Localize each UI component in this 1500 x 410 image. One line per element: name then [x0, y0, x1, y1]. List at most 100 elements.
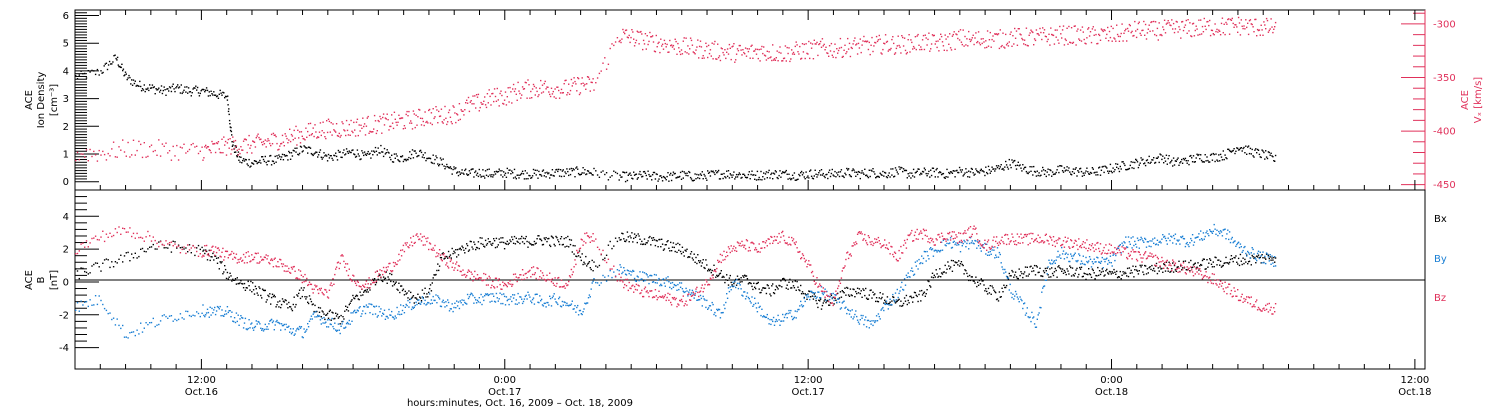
ion-density-point	[522, 173, 525, 175]
by-point	[661, 278, 664, 281]
vx-point	[307, 123, 310, 125]
by-point	[1053, 260, 1056, 262]
bx-point	[943, 271, 945, 273]
ion-density-point	[870, 169, 872, 171]
by-point	[936, 251, 938, 253]
vx-point	[226, 142, 229, 144]
ion-density-point	[395, 153, 397, 155]
bx-point	[605, 254, 608, 256]
by-point	[438, 296, 440, 299]
vx-point	[219, 151, 221, 154]
by-point	[172, 320, 174, 322]
bx-point	[706, 264, 708, 266]
by-point	[815, 297, 817, 300]
ion-density-point	[768, 169, 770, 172]
bx-point	[1050, 276, 1052, 278]
bx-point	[960, 261, 963, 263]
by-point	[893, 299, 895, 301]
ion-density-point	[720, 173, 722, 175]
bx-point	[152, 243, 154, 246]
vx-point	[80, 153, 82, 155]
ion-density-point	[254, 160, 257, 162]
bx-point	[781, 286, 783, 288]
ion-density-point	[417, 155, 419, 157]
by-point	[493, 295, 495, 297]
top-left-label-line3: [cm⁻³]	[49, 84, 60, 116]
by-point	[373, 305, 375, 308]
by-point	[776, 320, 778, 322]
by-point	[256, 323, 258, 325]
by-point	[237, 314, 239, 316]
by-point	[1030, 320, 1032, 323]
ion-density-point	[130, 83, 132, 85]
vx-point	[1058, 42, 1060, 44]
ion-density-point	[794, 179, 796, 181]
vx-point	[263, 143, 266, 145]
ion-density-point	[1148, 155, 1150, 158]
ion-density-point	[1114, 169, 1116, 171]
bx-point	[865, 287, 867, 290]
bx-point	[329, 309, 331, 311]
by-point	[558, 297, 560, 300]
vx-point	[1003, 46, 1005, 48]
vx-point	[232, 136, 234, 138]
bx-point	[609, 240, 611, 243]
bx-point	[1236, 261, 1238, 263]
vx-point	[1015, 30, 1018, 32]
by-point	[396, 306, 398, 309]
by-point	[572, 308, 574, 310]
bx-point	[620, 238, 622, 241]
bx-point	[366, 289, 368, 291]
bx-point	[473, 241, 475, 243]
ion-density-point	[1226, 157, 1228, 160]
vx-point	[168, 150, 171, 152]
ion-density-point	[526, 172, 528, 174]
by-point	[884, 303, 886, 305]
vx-point	[598, 72, 601, 75]
vx-point	[695, 49, 697, 51]
vx-point	[96, 160, 99, 162]
by-point	[886, 303, 889, 305]
by-point	[569, 304, 572, 306]
by-point	[1012, 293, 1014, 295]
vx-point	[620, 41, 622, 44]
ion-density-point	[1116, 166, 1118, 168]
vx-point	[1273, 28, 1275, 30]
bx-point	[493, 238, 495, 240]
bx-point	[548, 237, 550, 240]
by-point	[930, 247, 932, 249]
vx-point	[577, 77, 579, 79]
bx-point	[809, 290, 811, 293]
bx-point	[735, 278, 737, 281]
vx-point	[76, 151, 79, 154]
ion-density-point	[375, 150, 378, 152]
by-point	[1098, 261, 1101, 263]
bx-point	[428, 288, 431, 290]
ion-density-point	[438, 163, 441, 166]
bx-point	[242, 287, 245, 289]
bx-point	[481, 237, 483, 239]
vx-point	[772, 44, 774, 46]
vx-point	[426, 120, 428, 123]
ion-density-point	[164, 89, 166, 91]
by-point	[623, 267, 625, 269]
vx-point	[932, 35, 935, 37]
by-point	[1093, 258, 1095, 260]
vx-point	[925, 37, 927, 39]
by-point	[527, 291, 529, 293]
bx-point	[1023, 273, 1025, 275]
ion-density-point	[1168, 155, 1170, 157]
by-point	[480, 293, 482, 296]
by-point	[761, 308, 763, 310]
ion-density-point	[82, 73, 84, 75]
vx-point	[1021, 37, 1023, 40]
vx-point	[251, 152, 253, 154]
vx-point	[723, 54, 725, 56]
by-point	[263, 328, 266, 331]
ion-density-point	[257, 161, 259, 164]
by-point	[348, 319, 350, 322]
ion-density-point	[479, 174, 481, 176]
vx-point	[837, 52, 839, 54]
bx-point	[743, 276, 745, 278]
vx-point	[1045, 36, 1047, 38]
